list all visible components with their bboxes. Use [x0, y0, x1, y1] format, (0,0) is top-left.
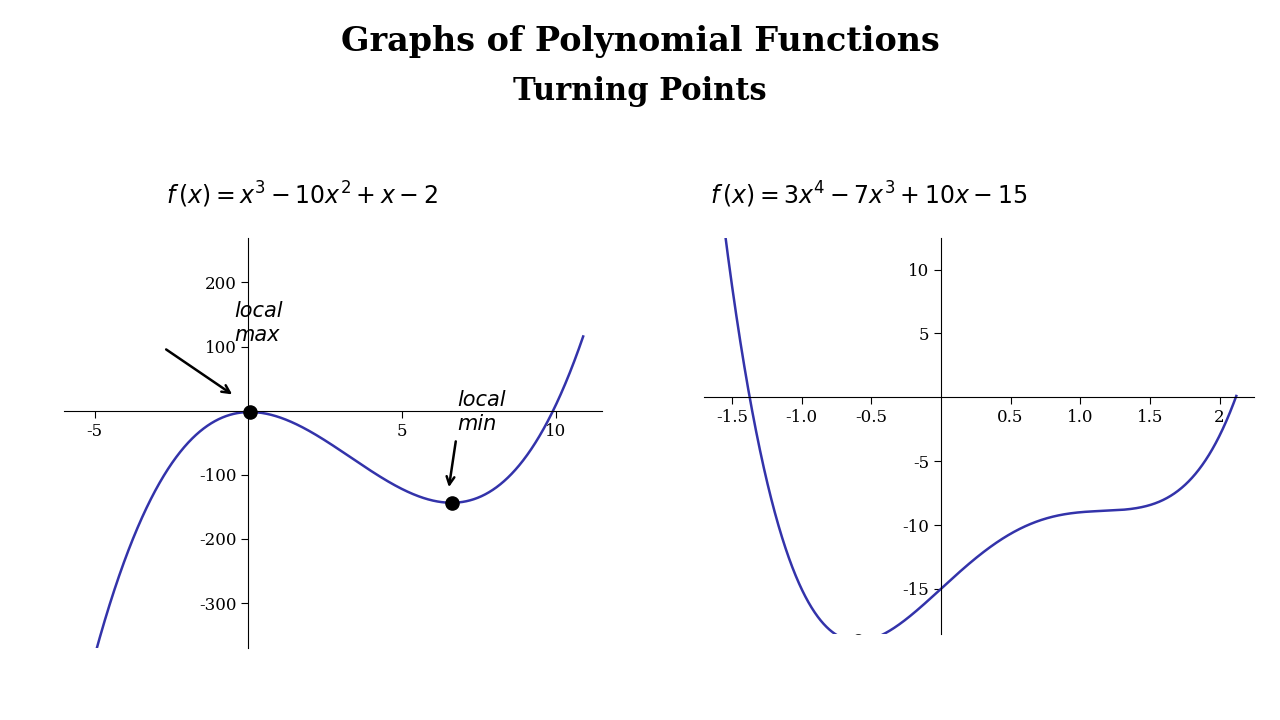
Text: Turning Points: Turning Points: [513, 76, 767, 107]
Text: local
min: local min: [458, 390, 506, 433]
Text: Graphs of Polynomial Functions: Graphs of Polynomial Functions: [340, 25, 940, 58]
Point: [442, 497, 462, 508]
Text: $f\,(x) = x^3 - 10x^2 + x - 2$: $f\,(x) = x^3 - 10x^2 + x - 2$: [166, 180, 438, 210]
Point: [239, 406, 260, 418]
Text: local
max: local max: [234, 302, 283, 345]
Text: $f\,(x) = 3x^4 - 7x^3 + 10x - 15$: $f\,(x) = 3x^4 - 7x^3 + 10x - 15$: [710, 180, 1028, 210]
Point: [847, 636, 868, 647]
